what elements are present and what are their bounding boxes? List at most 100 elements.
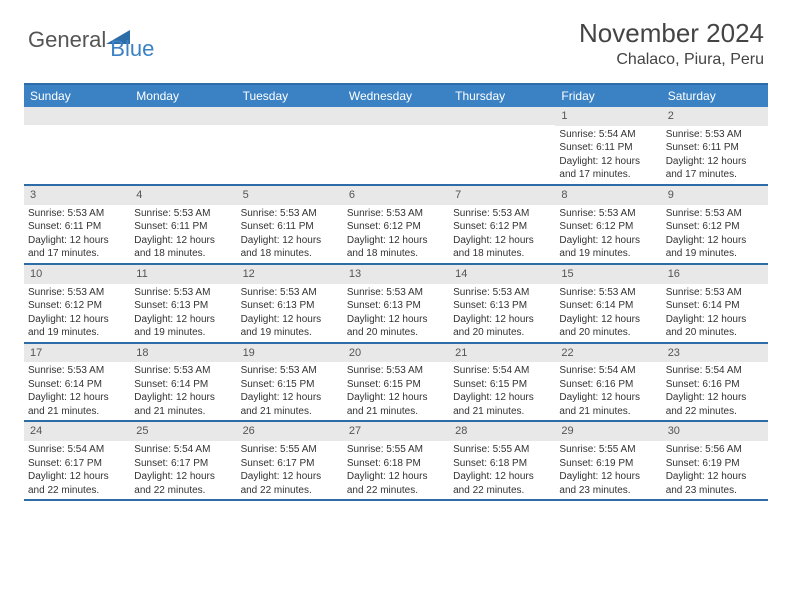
day-number: 28 — [449, 422, 555, 441]
day-body: Sunrise: 5:53 AMSunset: 6:15 PMDaylight:… — [237, 362, 343, 420]
logo-text-blue: Blue — [110, 36, 154, 62]
day-number: 11 — [130, 265, 236, 284]
day-number: 1 — [555, 107, 661, 126]
sunset-line: Sunset: 6:17 PM — [241, 457, 339, 471]
day-body: Sunrise: 5:53 AMSunset: 6:11 PMDaylight:… — [237, 205, 343, 263]
day-number: 19 — [237, 344, 343, 363]
day-number: 30 — [662, 422, 768, 441]
day-cell: 27Sunrise: 5:55 AMSunset: 6:18 PMDayligh… — [343, 422, 449, 499]
sunrise-line: Sunrise: 5:53 AM — [134, 364, 232, 378]
daylight-line: Daylight: 12 hours and 19 minutes. — [28, 313, 126, 340]
empty-day-number — [449, 107, 555, 125]
sunrise-line: Sunrise: 5:56 AM — [666, 443, 764, 457]
sunset-line: Sunset: 6:16 PM — [559, 378, 657, 392]
day-cell — [24, 107, 130, 184]
day-cell: 28Sunrise: 5:55 AMSunset: 6:18 PMDayligh… — [449, 422, 555, 499]
day-number: 21 — [449, 344, 555, 363]
weeks-container: 1Sunrise: 5:54 AMSunset: 6:11 PMDaylight… — [24, 107, 768, 501]
header: General Blue November 2024 Chalaco, Piur… — [0, 0, 792, 77]
day-body: Sunrise: 5:54 AMSunset: 6:11 PMDaylight:… — [555, 126, 661, 184]
sunrise-line: Sunrise: 5:53 AM — [134, 286, 232, 300]
day-cell: 24Sunrise: 5:54 AMSunset: 6:17 PMDayligh… — [24, 422, 130, 499]
sunset-line: Sunset: 6:11 PM — [134, 220, 232, 234]
day-cell: 6Sunrise: 5:53 AMSunset: 6:12 PMDaylight… — [343, 186, 449, 263]
day-body: Sunrise: 5:53 AMSunset: 6:12 PMDaylight:… — [449, 205, 555, 263]
sunrise-line: Sunrise: 5:53 AM — [559, 286, 657, 300]
day-body: Sunrise: 5:53 AMSunset: 6:12 PMDaylight:… — [24, 284, 130, 342]
sunset-line: Sunset: 6:14 PM — [559, 299, 657, 313]
day-number: 10 — [24, 265, 130, 284]
day-number: 3 — [24, 186, 130, 205]
daylight-line: Daylight: 12 hours and 21 minutes. — [28, 391, 126, 418]
day-body: Sunrise: 5:53 AMSunset: 6:13 PMDaylight:… — [449, 284, 555, 342]
sunset-line: Sunset: 6:14 PM — [28, 378, 126, 392]
day-cell: 16Sunrise: 5:53 AMSunset: 6:14 PMDayligh… — [662, 265, 768, 342]
day-body: Sunrise: 5:53 AMSunset: 6:14 PMDaylight:… — [130, 362, 236, 420]
sunset-line: Sunset: 6:13 PM — [241, 299, 339, 313]
day-body: Sunrise: 5:53 AMSunset: 6:12 PMDaylight:… — [555, 205, 661, 263]
day-number: 14 — [449, 265, 555, 284]
daylight-line: Daylight: 12 hours and 20 minutes. — [347, 313, 445, 340]
sunset-line: Sunset: 6:19 PM — [666, 457, 764, 471]
daylight-line: Daylight: 12 hours and 21 minutes. — [559, 391, 657, 418]
day-cell: 14Sunrise: 5:53 AMSunset: 6:13 PMDayligh… — [449, 265, 555, 342]
sunrise-line: Sunrise: 5:55 AM — [241, 443, 339, 457]
day-number: 5 — [237, 186, 343, 205]
day-number: 17 — [24, 344, 130, 363]
location-label: Chalaco, Piura, Peru — [579, 51, 764, 69]
logo-text-general: General — [28, 27, 106, 53]
day-cell: 26Sunrise: 5:55 AMSunset: 6:17 PMDayligh… — [237, 422, 343, 499]
day-number: 25 — [130, 422, 236, 441]
dow-tuesday: Tuesday — [237, 85, 343, 107]
daylight-line: Daylight: 12 hours and 22 minutes. — [28, 470, 126, 497]
sunset-line: Sunset: 6:17 PM — [134, 457, 232, 471]
day-cell — [237, 107, 343, 184]
day-body: Sunrise: 5:55 AMSunset: 6:18 PMDaylight:… — [343, 441, 449, 499]
sunset-line: Sunset: 6:12 PM — [453, 220, 551, 234]
day-cell: 13Sunrise: 5:53 AMSunset: 6:13 PMDayligh… — [343, 265, 449, 342]
sunset-line: Sunset: 6:18 PM — [453, 457, 551, 471]
week-row: 17Sunrise: 5:53 AMSunset: 6:14 PMDayligh… — [24, 344, 768, 423]
day-cell: 5Sunrise: 5:53 AMSunset: 6:11 PMDaylight… — [237, 186, 343, 263]
day-body: Sunrise: 5:54 AMSunset: 6:15 PMDaylight:… — [449, 362, 555, 420]
sunrise-line: Sunrise: 5:53 AM — [28, 286, 126, 300]
sunrise-line: Sunrise: 5:53 AM — [347, 364, 445, 378]
calendar: Sunday Monday Tuesday Wednesday Thursday… — [24, 83, 768, 501]
sunset-line: Sunset: 6:11 PM — [666, 141, 764, 155]
day-cell: 21Sunrise: 5:54 AMSunset: 6:15 PMDayligh… — [449, 344, 555, 421]
sunrise-line: Sunrise: 5:54 AM — [28, 443, 126, 457]
dow-sunday: Sunday — [24, 85, 130, 107]
day-number: 13 — [343, 265, 449, 284]
sunset-line: Sunset: 6:15 PM — [453, 378, 551, 392]
dow-friday: Friday — [555, 85, 661, 107]
sunrise-line: Sunrise: 5:53 AM — [453, 207, 551, 221]
day-number: 20 — [343, 344, 449, 363]
day-number: 22 — [555, 344, 661, 363]
day-body: Sunrise: 5:53 AMSunset: 6:12 PMDaylight:… — [343, 205, 449, 263]
sunrise-line: Sunrise: 5:54 AM — [559, 128, 657, 142]
day-number: 23 — [662, 344, 768, 363]
logo: General Blue — [28, 18, 154, 62]
day-body: Sunrise: 5:55 AMSunset: 6:18 PMDaylight:… — [449, 441, 555, 499]
day-cell: 2Sunrise: 5:53 AMSunset: 6:11 PMDaylight… — [662, 107, 768, 184]
dow-thursday: Thursday — [449, 85, 555, 107]
day-cell: 19Sunrise: 5:53 AMSunset: 6:15 PMDayligh… — [237, 344, 343, 421]
week-row: 24Sunrise: 5:54 AMSunset: 6:17 PMDayligh… — [24, 422, 768, 501]
sunrise-line: Sunrise: 5:53 AM — [666, 128, 764, 142]
day-number: 9 — [662, 186, 768, 205]
day-cell: 18Sunrise: 5:53 AMSunset: 6:14 PMDayligh… — [130, 344, 236, 421]
day-number: 27 — [343, 422, 449, 441]
sunrise-line: Sunrise: 5:53 AM — [241, 286, 339, 300]
sunset-line: Sunset: 6:16 PM — [666, 378, 764, 392]
day-number: 8 — [555, 186, 661, 205]
daylight-line: Daylight: 12 hours and 20 minutes. — [666, 313, 764, 340]
daylight-line: Daylight: 12 hours and 21 minutes. — [134, 391, 232, 418]
sunset-line: Sunset: 6:15 PM — [241, 378, 339, 392]
daylight-line: Daylight: 12 hours and 21 minutes. — [453, 391, 551, 418]
day-cell — [449, 107, 555, 184]
day-body: Sunrise: 5:54 AMSunset: 6:17 PMDaylight:… — [130, 441, 236, 499]
sunset-line: Sunset: 6:12 PM — [28, 299, 126, 313]
day-body: Sunrise: 5:54 AMSunset: 6:16 PMDaylight:… — [555, 362, 661, 420]
sunset-line: Sunset: 6:12 PM — [347, 220, 445, 234]
day-body: Sunrise: 5:53 AMSunset: 6:12 PMDaylight:… — [662, 205, 768, 263]
